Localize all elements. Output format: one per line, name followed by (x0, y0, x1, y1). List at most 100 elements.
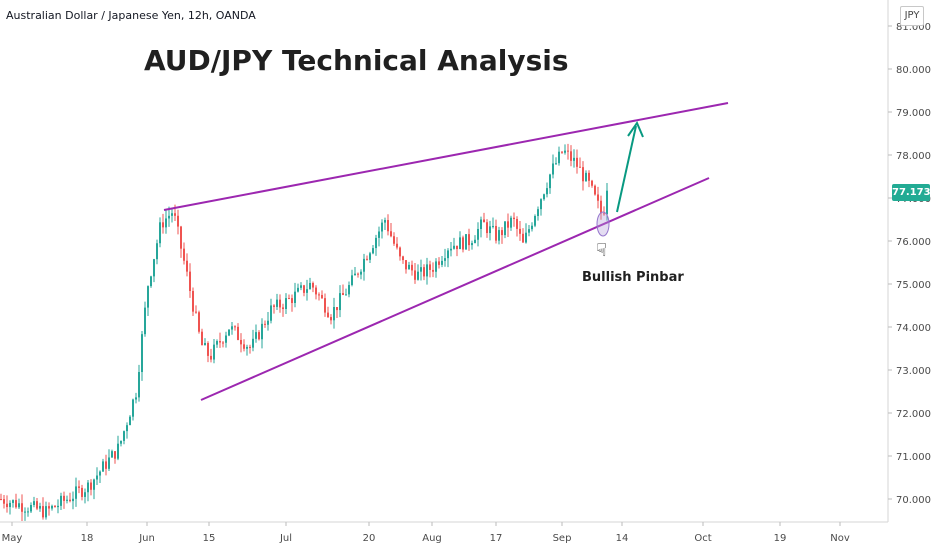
candle-body (126, 425, 128, 432)
time-tick-label: Aug (422, 533, 442, 544)
candle-body (255, 332, 257, 339)
arrow-icon[interactable] (616, 120, 644, 213)
candle-body (330, 317, 332, 321)
candle-body (219, 341, 221, 343)
candle-body (441, 260, 443, 265)
time-tick-label: Jul (279, 533, 292, 544)
candle-body (93, 479, 95, 490)
candle-body (495, 225, 497, 241)
candle-body (42, 506, 44, 518)
candle-body (270, 305, 272, 321)
candle-body (216, 341, 218, 345)
time-tick-label: 14 (616, 533, 629, 544)
candle-body (144, 307, 146, 335)
candle-body (243, 344, 245, 349)
candle-body (309, 282, 311, 290)
candle-body (165, 218, 167, 228)
candle-body (567, 150, 569, 152)
candle-body (528, 229, 530, 233)
candle-body (501, 230, 503, 236)
candle-body (606, 190, 608, 215)
candle-body (324, 298, 326, 313)
candle-body (345, 294, 347, 296)
candle-body (162, 222, 164, 228)
candle-body (456, 245, 458, 250)
price-tick-label: 76.000 (896, 237, 931, 248)
candle-body (33, 501, 35, 506)
candle-body (342, 293, 344, 295)
candle-body (168, 215, 170, 219)
candle-body (132, 399, 134, 417)
candle-body (570, 151, 572, 161)
candle-body (414, 270, 416, 280)
candle-body (381, 222, 383, 232)
candle-body (561, 151, 563, 153)
candle-body (135, 397, 137, 400)
time-tick-label: 18 (81, 533, 94, 544)
candle-body (483, 219, 485, 223)
candle-body (498, 230, 500, 241)
candle-body (543, 194, 545, 200)
candle-body (480, 219, 482, 229)
candle-body (6, 503, 8, 508)
candle-body (240, 339, 242, 345)
candle-body (384, 220, 386, 223)
candle-body (408, 264, 410, 270)
candle-body (294, 291, 296, 304)
candle-body (387, 220, 389, 232)
candle-body (222, 342, 224, 344)
time-tick-label: 15 (203, 533, 216, 544)
candle-body (411, 264, 413, 271)
candle-body (114, 451, 116, 459)
candle-body (585, 172, 587, 182)
currency-badge[interactable]: JPY (900, 6, 924, 26)
candle-body (492, 225, 494, 227)
candle-body (450, 248, 452, 251)
bullish-pinbar-label: Bullish Pinbar (582, 270, 684, 285)
candle-body (417, 271, 419, 280)
candle-body (147, 286, 149, 308)
candle-body (393, 236, 395, 244)
candle-body (489, 226, 491, 234)
time-tick-label: Sep (553, 533, 572, 544)
candle-body (396, 243, 398, 248)
lower-trendline[interactable] (200, 177, 710, 401)
candle-body (402, 256, 404, 261)
candle-body (315, 287, 317, 295)
candle-body (36, 501, 38, 509)
price-tick-label: 70.000 (896, 495, 931, 506)
candle-body (189, 271, 191, 291)
candle-body (552, 163, 554, 175)
candle-body (0, 499, 2, 500)
candle-body (444, 258, 446, 261)
upper-trendline[interactable] (163, 102, 729, 211)
candle-body (201, 331, 203, 346)
time-tick-label: Oct (694, 533, 711, 544)
candle-body (564, 150, 566, 153)
candle-body (96, 475, 98, 480)
candle-body (48, 506, 50, 509)
candle-body (447, 250, 449, 259)
candle-body (426, 264, 428, 277)
candle-body (300, 285, 302, 288)
time-tick-label: 17 (490, 533, 503, 544)
candle-body (213, 344, 215, 360)
candle-body (348, 285, 350, 295)
candle-body (423, 267, 425, 277)
candle-body (177, 215, 179, 227)
candle-body (399, 247, 401, 257)
candle-body (510, 217, 512, 228)
candle-body (9, 502, 11, 508)
candle-body (513, 217, 515, 220)
candle-body (579, 166, 581, 168)
candle-body (288, 298, 290, 300)
candle-body (141, 334, 143, 373)
pointing-hand-icon: ☟ (596, 240, 607, 260)
candle-body (459, 237, 461, 250)
candle-body (75, 486, 77, 499)
candle-body (525, 232, 527, 243)
candle-body (123, 431, 125, 441)
candle-body (405, 260, 407, 270)
time-tick-label: 19 (774, 533, 787, 544)
